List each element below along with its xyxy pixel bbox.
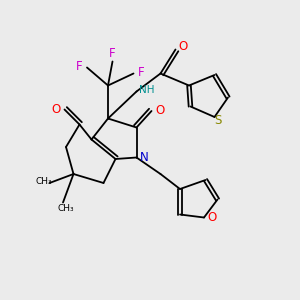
Text: F: F [109,47,116,61]
Text: F: F [138,65,144,79]
Text: NH: NH [139,85,155,95]
Text: S: S [214,113,221,127]
Text: O: O [207,211,216,224]
Text: F: F [76,59,83,73]
Text: O: O [156,104,165,118]
Text: O: O [51,103,60,116]
Text: CH₃: CH₃ [58,204,74,213]
Text: O: O [178,40,188,53]
Text: CH₃: CH₃ [35,177,52,186]
Text: N: N [140,151,148,164]
